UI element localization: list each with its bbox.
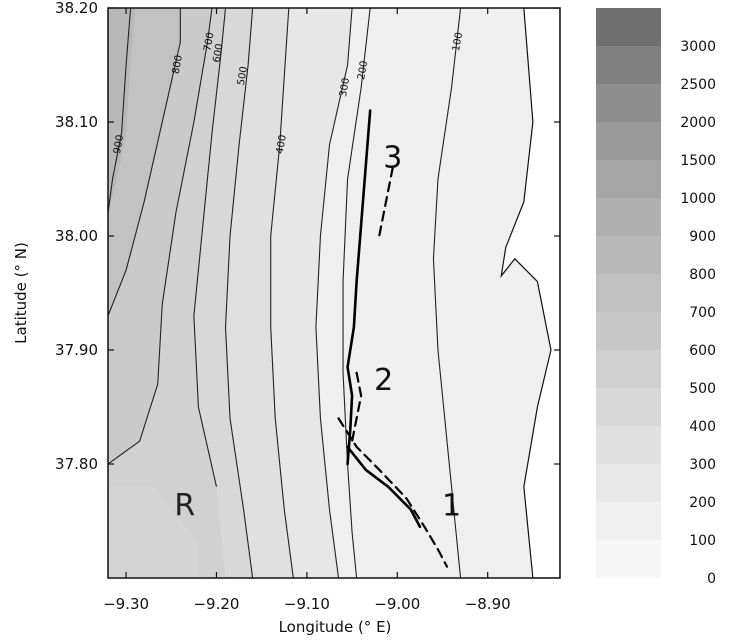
colorbar-swatch (596, 274, 661, 312)
y-axis: 37.80 37.90 38.00 38.10 38.20 (55, 0, 560, 473)
track-layer (337, 109, 449, 568)
colorbar-label: 1500 (680, 153, 716, 169)
x-tick-label: −8.90 (465, 595, 511, 613)
y-tick-label: 38.10 (55, 113, 98, 131)
track-label-2: 2 (374, 363, 393, 398)
x-tick-label: −9.30 (103, 595, 149, 613)
colorbar-label: 100 (689, 533, 716, 549)
track-1-dashed-1 (337, 417, 449, 568)
colorbar: 3000250020001500100090080070060050040030… (596, 8, 716, 587)
contour-700 (108, 8, 213, 465)
colorbar-swatch (596, 502, 661, 540)
region-r-fill (108, 486, 199, 578)
colorbar-swatch (596, 312, 661, 350)
region-label-r: R (174, 488, 195, 523)
colorbar-label: 600 (689, 343, 716, 359)
colorbar-swatch (596, 426, 661, 464)
track-2-solid-2 (346, 109, 372, 466)
colorbar-label: 900 (689, 229, 716, 245)
contour-label-200: 200 (356, 60, 370, 81)
contour-300 (315, 8, 353, 578)
x-tick-label: −9.00 (374, 595, 420, 613)
coastline-land (500, 8, 560, 578)
contour-label-500: 500 (236, 66, 250, 87)
contour-900 (108, 8, 132, 214)
colorbar-label: 3000 (680, 39, 716, 55)
contour-label-300: 300 (338, 77, 352, 98)
colorbar-label: 500 (689, 381, 716, 397)
colorbar-label: 300 (689, 457, 716, 473)
x-axis: −9.30 −9.20 −9.10 −9.00 −8.90 (103, 8, 511, 613)
contour-label-400: 400 (275, 134, 289, 155)
colorbar-label: 1000 (680, 191, 716, 207)
colorbar-label: 400 (689, 419, 716, 435)
depth-band-6 (108, 8, 136, 214)
contour-label-800: 800 (171, 54, 185, 75)
y-tick-label: 38.00 (55, 227, 98, 245)
colorbar-label: 800 (689, 267, 716, 283)
colorbar-swatch (596, 198, 661, 236)
colorbar-swatch (596, 84, 661, 122)
x-tick-label: −9.10 (284, 595, 330, 613)
y-tick-label: 37.80 (55, 455, 98, 473)
track-label-1: 1 (442, 488, 461, 523)
annotation-layer: 1 2 3 R (174, 141, 461, 524)
colorbar-swatch (596, 464, 661, 502)
colorbar-swatch (596, 350, 661, 388)
colorbar-swatch (596, 46, 661, 84)
track-label-3: 3 (383, 141, 402, 176)
colorbar-swatch (596, 540, 661, 578)
contour-label-900: 900 (112, 134, 126, 155)
colorbar-label: 700 (689, 305, 716, 321)
colorbar-swatch (596, 388, 661, 426)
plot-frame (107, 7, 561, 579)
colorbar-swatch (596, 122, 661, 160)
x-axis-label: Longitude (° E) (279, 618, 392, 636)
contour-200 (342, 8, 371, 578)
x-tick-label: −9.20 (193, 595, 239, 613)
contour-800 (108, 8, 181, 317)
y-axis-label: Latitude (° N) (12, 242, 30, 344)
colorbar-swatch (596, 236, 661, 274)
colorbar-label: 2500 (680, 77, 716, 93)
colorbar-label: 200 (689, 495, 716, 511)
colorbar-label: 2000 (680, 115, 716, 131)
contour-600 (193, 8, 227, 487)
colorbar-label: 0 (707, 571, 716, 587)
track-2-dashed-3 (350, 371, 363, 443)
contour-100 (432, 8, 462, 578)
colorbar-swatch (596, 8, 661, 46)
contour-400 (270, 8, 294, 578)
track-1-solid-0 (346, 445, 422, 529)
map-layer (108, 8, 560, 578)
contour-500 (224, 8, 254, 578)
contour-label-700: 700 (202, 31, 216, 52)
track-3-dashed-4 (378, 166, 394, 238)
y-tick-label: 37.90 (55, 341, 98, 359)
y-tick-label: 38.20 (55, 0, 98, 17)
colorbar-swatch (596, 160, 661, 198)
contour-label-100: 100 (451, 31, 465, 52)
contour-label-600: 600 (211, 43, 225, 64)
